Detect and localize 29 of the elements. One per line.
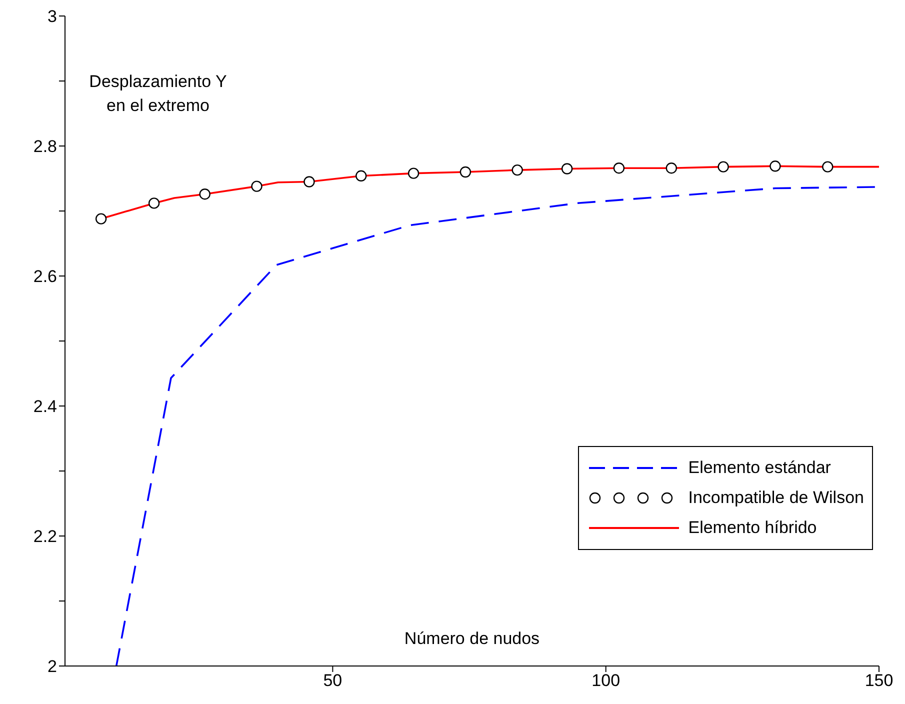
y-tick-label: 2 [48,657,57,676]
point [251,180,262,192]
point [304,176,315,188]
x-axis-title: Número de nudos [404,629,540,648]
point [356,170,367,182]
point [770,160,781,172]
point [408,168,420,179]
point [822,161,834,172]
point [148,198,160,209]
x-tick-label: 150 [864,671,894,690]
legend-label: Incompatible de Wilson [688,488,864,508]
x-tick-label: 50 [323,671,342,690]
x-tick-label: 100 [592,671,620,690]
point [512,164,523,176]
point [613,162,625,174]
y-tick-label: 3 [48,7,57,26]
legend-label: Elemento híbrido [688,518,817,538]
point [95,213,107,224]
point [199,188,210,200]
point [460,166,472,178]
point [718,161,729,172]
y-axis-title: Desplazamiento Y en el extremo [88,71,228,117]
y-tick-label: 2.8 [33,137,57,156]
point [561,163,573,174]
y-tick-label: 2.4 [33,397,57,416]
y-tick-label: 2.6 [33,267,57,286]
y-tick-label: 2.2 [33,527,57,546]
legend-label: Elemento estándar [688,458,831,478]
point [666,162,678,174]
